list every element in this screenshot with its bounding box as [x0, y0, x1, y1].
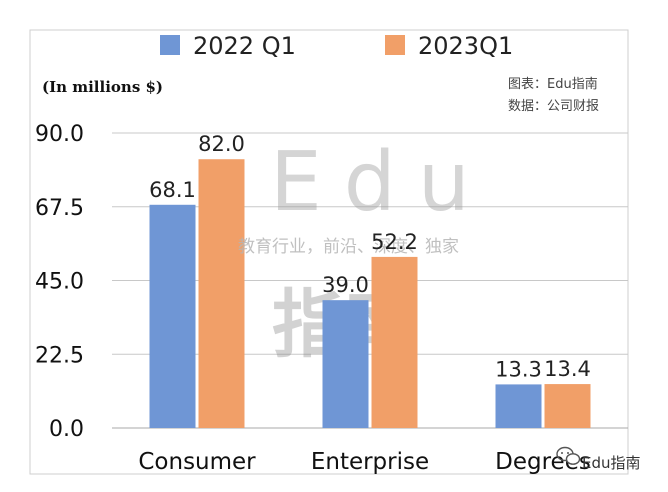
y-axis: 0.0 22.5 45.0 67.5 90.0 — [35, 122, 84, 442]
data-credit: 数据：公司财报 — [508, 99, 599, 114]
value-labels: 68.182.0 39.052.2 13.3 13.4 — [149, 132, 591, 381]
data-label: 13.4 — [544, 357, 591, 381]
bar-consumer-series-1 — [198, 159, 245, 428]
data-label: 39.0 — [322, 273, 369, 297]
grid-layer — [112, 132, 628, 429]
bar-degrees-series-1 — [544, 384, 591, 428]
y-tick-label: 22.5 — [35, 343, 84, 368]
legend-swatch-0 — [160, 35, 180, 55]
legend: 2022 Q1 2023Q1 — [160, 32, 513, 60]
bar-layer — [149, 159, 591, 428]
watermark-edu: Edu — [270, 135, 492, 230]
bar-consumer-series-0 — [149, 204, 196, 428]
data-label: 13.3 — [495, 357, 542, 381]
x-tick-label: Consumer — [138, 449, 256, 475]
x-tick-label: Enterprise — [311, 449, 429, 475]
wechat-icon — [556, 446, 581, 465]
corner-brand-text: Edu指南 — [582, 454, 641, 472]
chart-border — [29, 29, 629, 475]
legend-label-1: 2023Q1 — [418, 32, 513, 60]
x-axis: Consumer Enterprise Degrees — [138, 449, 590, 475]
y-tick-label: 67.5 — [35, 196, 84, 221]
y-tick-label: 0.0 — [49, 417, 84, 442]
legend-label-0: 2022 Q1 — [193, 32, 296, 60]
watermark-tagline: 教育行业，前沿、深度、独家 — [238, 237, 459, 257]
unit-label: (In millions $) — [42, 78, 163, 96]
y-tick-label: 90.0 — [35, 122, 84, 147]
corner-watermark: Edu指南 — [556, 446, 641, 472]
bar-enterprise-series-0 — [322, 300, 369, 428]
y-tick-label: 45.0 — [35, 270, 84, 295]
legend-swatch-1 — [385, 35, 405, 55]
chart-credit: 图表：Edu指南 — [508, 76, 598, 92]
data-label: 82.0 — [198, 132, 245, 156]
data-label: 52.2 — [371, 230, 418, 254]
bar-enterprise-series-1 — [371, 256, 418, 428]
bar-degrees-series-0 — [495, 384, 542, 428]
data-label: 68.1 — [149, 178, 196, 202]
